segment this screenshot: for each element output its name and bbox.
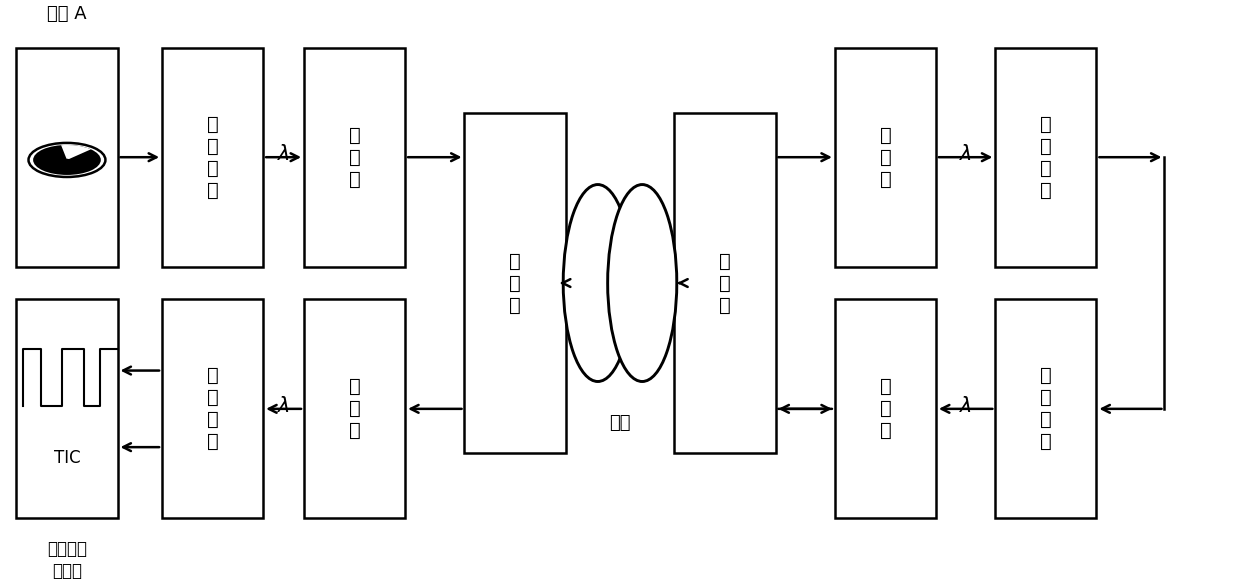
Text: 起
偏
器: 起 偏 器 [348, 126, 361, 189]
Bar [162, 299, 263, 518]
Text: 时钟 A: 时钟 A [47, 5, 87, 23]
Text: 光
接
收
器: 光 接 收 器 [207, 366, 218, 451]
Text: 光
发
射
器: 光 发 射 器 [1040, 366, 1052, 451]
Text: λ: λ [960, 145, 972, 165]
Text: 光纤: 光纤 [609, 414, 631, 432]
Text: 耦
合
器: 耦 合 器 [510, 251, 521, 315]
Text: λ: λ [278, 396, 290, 416]
Bar [835, 48, 936, 267]
Text: 起
偏
器: 起 偏 器 [879, 377, 892, 440]
Bar [675, 114, 775, 452]
Circle shape [33, 145, 100, 175]
Bar [835, 299, 936, 518]
Ellipse shape [608, 185, 677, 381]
Circle shape [29, 143, 105, 177]
Bar [996, 299, 1096, 518]
Bar [16, 299, 118, 518]
Bar [162, 48, 263, 267]
Text: 检
偏
器: 检 偏 器 [879, 126, 892, 189]
Bar [465, 114, 565, 452]
Bar [16, 48, 118, 267]
Text: 时间间隔
计数器: 时间间隔 计数器 [47, 540, 87, 580]
Text: 检
偏
器: 检 偏 器 [348, 377, 361, 440]
Text: TIC: TIC [53, 449, 81, 467]
Text: 光
接
收
器: 光 接 收 器 [1040, 115, 1052, 200]
Bar [304, 299, 405, 518]
Circle shape [64, 159, 69, 161]
Text: 光
发
射
器: 光 发 射 器 [207, 115, 218, 200]
Bar [996, 48, 1096, 267]
Wedge shape [61, 145, 91, 160]
Text: λ: λ [960, 396, 972, 416]
Text: 耦
合
器: 耦 合 器 [719, 251, 730, 315]
Ellipse shape [563, 185, 632, 381]
Bar [304, 48, 405, 267]
Text: λ: λ [278, 145, 290, 165]
